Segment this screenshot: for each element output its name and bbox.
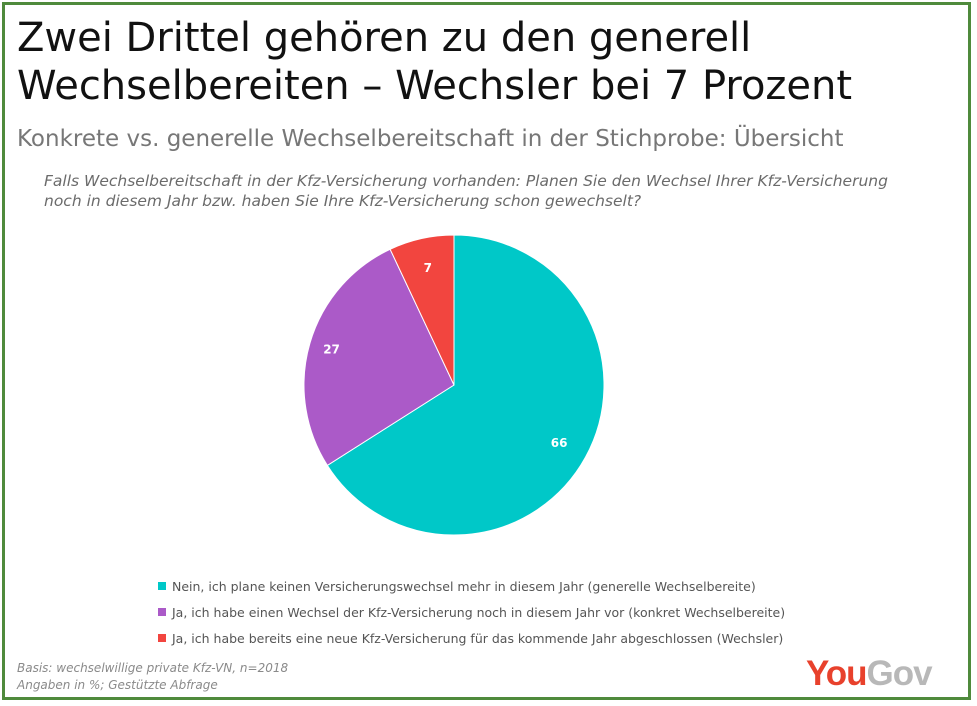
legend-item-0: Nein, ich plane keinen Versicherungswech…	[158, 573, 785, 599]
legend-swatch-1	[158, 608, 166, 616]
yougov-logo: YouGov	[806, 654, 933, 693]
page-title: Zwei Drittel gehören zu den generell Wec…	[17, 14, 967, 110]
legend-label-2: Ja, ich habe bereits eine neue Kfz-Versi…	[172, 630, 784, 646]
survey-question: Falls Wechselbereitschaft in der Kfz-Ver…	[44, 172, 888, 210]
legend-swatch-2	[158, 634, 166, 642]
legend-label-0: Nein, ich plane keinen Versicherungswech…	[172, 578, 756, 594]
slice-value-label-2: 7	[424, 261, 432, 275]
legend-item-1: Ja, ich habe einen Wechsel der Kfz-Versi…	[158, 599, 785, 625]
title-line-2: Wechselbereiten – Wechsler bei 7 Prozent	[17, 63, 853, 109]
legend-item-2: Ja, ich habe bereits eine neue Kfz-Versi…	[158, 625, 785, 651]
slice-value-label-0: 66	[551, 436, 568, 450]
pie-slice-0	[326, 234, 605, 536]
chart-legend: Nein, ich plane keinen Versicherungswech…	[158, 573, 785, 651]
subtitle: Konkrete vs. generelle Wechselbereitscha…	[17, 126, 844, 152]
title-line-1: Zwei Drittel gehören zu den generell	[17, 15, 752, 61]
legend-label-1: Ja, ich habe einen Wechsel der Kfz-Versi…	[172, 604, 786, 620]
footnote: Basis: wechselwillige private Kfz-VN, n=…	[17, 660, 288, 694]
slice-value-label-1: 27	[323, 342, 340, 356]
basis-note: Basis: wechselwillige private Kfz-VN, n=…	[17, 661, 289, 675]
pie-slice-1	[303, 248, 455, 467]
units-note: Angaben in %; Gestützte Abfrage	[17, 678, 218, 692]
legend-swatch-0	[158, 582, 166, 590]
pie-slice-2	[389, 234, 455, 386]
